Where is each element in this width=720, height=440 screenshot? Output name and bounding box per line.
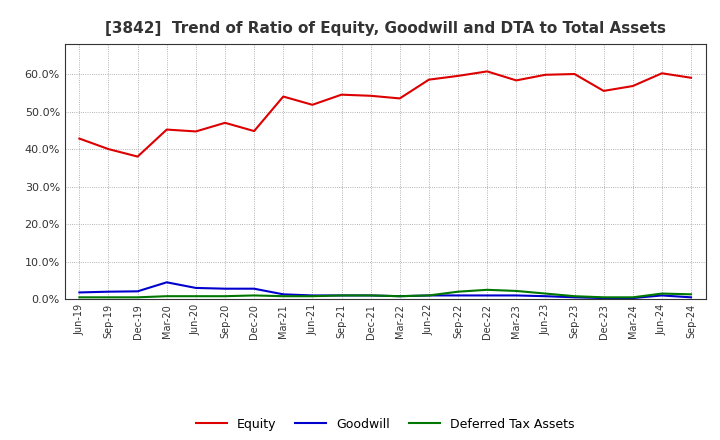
Line: Deferred Tax Assets: Deferred Tax Assets: [79, 290, 691, 297]
Deferred Tax Assets: [483, 287, 492, 293]
Goodwill: [395, 293, 404, 299]
Equity: [541, 72, 550, 77]
Deferred Tax Assets: [541, 291, 550, 296]
Equity: [337, 92, 346, 97]
Deferred Tax Assets: [75, 295, 84, 300]
Equity: [425, 77, 433, 82]
Deferred Tax Assets: [308, 293, 317, 299]
Goodwill: [425, 293, 433, 298]
Equity: [570, 71, 579, 77]
Equity: [279, 94, 287, 99]
Goodwill: [104, 289, 113, 294]
Deferred Tax Assets: [366, 293, 375, 298]
Goodwill: [629, 295, 637, 301]
Goodwill: [308, 293, 317, 298]
Goodwill: [220, 286, 229, 291]
Legend: Equity, Goodwill, Deferred Tax Assets: Equity, Goodwill, Deferred Tax Assets: [191, 413, 580, 436]
Deferred Tax Assets: [104, 295, 113, 300]
Goodwill: [570, 295, 579, 300]
Equity: [75, 136, 84, 141]
Deferred Tax Assets: [629, 295, 637, 300]
Equity: [395, 96, 404, 101]
Line: Equity: Equity: [79, 71, 691, 157]
Deferred Tax Assets: [570, 293, 579, 299]
Equity: [687, 75, 696, 81]
Equity: [366, 93, 375, 99]
Goodwill: [192, 285, 200, 290]
Equity: [483, 69, 492, 74]
Deferred Tax Assets: [250, 293, 258, 298]
Goodwill: [133, 289, 142, 294]
Goodwill: [657, 293, 666, 298]
Line: Goodwill: Goodwill: [79, 282, 691, 298]
Goodwill: [541, 293, 550, 299]
Goodwill: [599, 295, 608, 301]
Deferred Tax Assets: [395, 293, 404, 299]
Goodwill: [250, 286, 258, 291]
Equity: [250, 128, 258, 134]
Equity: [454, 73, 462, 78]
Equity: [192, 129, 200, 134]
Equity: [599, 88, 608, 94]
Goodwill: [279, 292, 287, 297]
Equity: [163, 127, 171, 132]
Goodwill: [163, 280, 171, 285]
Goodwill: [75, 290, 84, 295]
Deferred Tax Assets: [163, 293, 171, 299]
Equity: [133, 154, 142, 159]
Title: [3842]  Trend of Ratio of Equity, Goodwill and DTA to Total Assets: [3842] Trend of Ratio of Equity, Goodwil…: [104, 21, 666, 36]
Goodwill: [337, 293, 346, 298]
Deferred Tax Assets: [279, 293, 287, 299]
Deferred Tax Assets: [192, 293, 200, 299]
Deferred Tax Assets: [454, 289, 462, 294]
Deferred Tax Assets: [425, 293, 433, 298]
Deferred Tax Assets: [657, 291, 666, 296]
Deferred Tax Assets: [133, 295, 142, 300]
Equity: [104, 147, 113, 152]
Deferred Tax Assets: [512, 288, 521, 293]
Deferred Tax Assets: [687, 292, 696, 297]
Deferred Tax Assets: [220, 293, 229, 299]
Equity: [308, 102, 317, 107]
Goodwill: [454, 293, 462, 298]
Goodwill: [366, 293, 375, 298]
Goodwill: [512, 293, 521, 298]
Equity: [657, 71, 666, 76]
Equity: [629, 84, 637, 89]
Goodwill: [687, 295, 696, 300]
Deferred Tax Assets: [599, 295, 608, 300]
Equity: [220, 120, 229, 125]
Goodwill: [483, 293, 492, 298]
Deferred Tax Assets: [337, 293, 346, 298]
Equity: [512, 78, 521, 83]
